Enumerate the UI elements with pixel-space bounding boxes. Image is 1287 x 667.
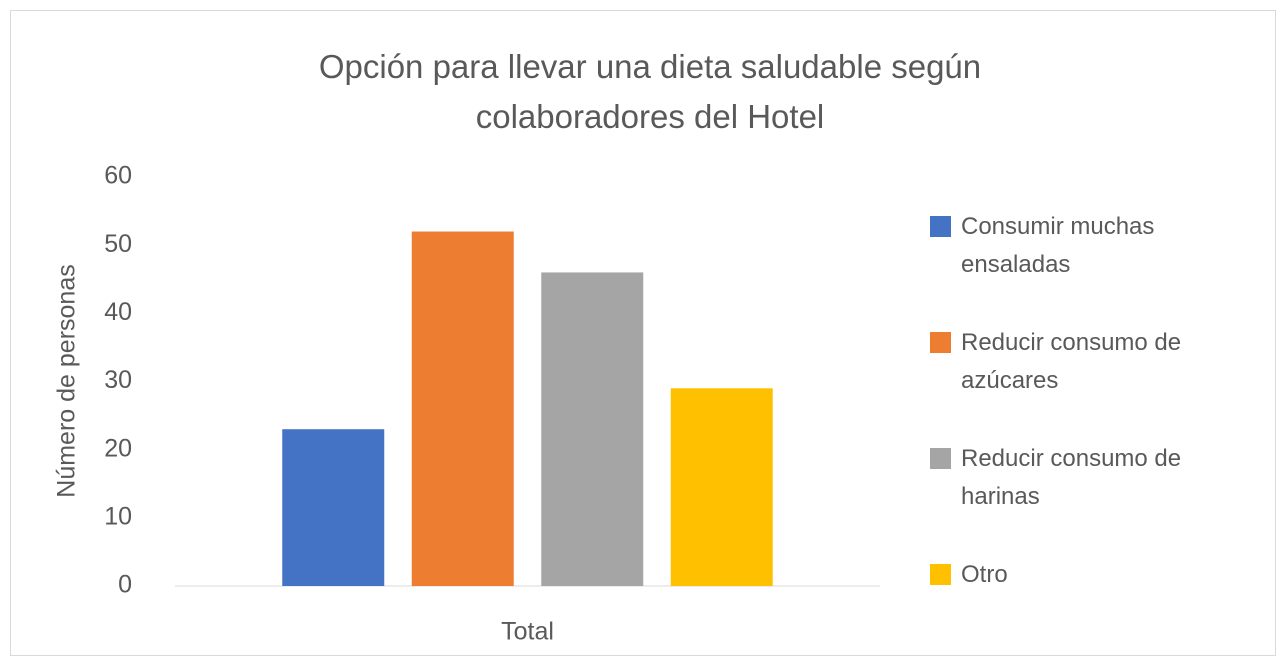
legend-item: Reducir consumo de harinas xyxy=(930,440,1230,516)
bar xyxy=(411,231,514,587)
legend-swatch xyxy=(930,216,951,237)
legend-item: Otro xyxy=(930,556,1230,594)
legend-item: Reducir consumo de azúcares xyxy=(930,324,1230,400)
bar xyxy=(282,429,385,586)
y-tick-label: 60 xyxy=(104,162,132,190)
legend-label: Consumir muchas ensaladas xyxy=(961,213,1155,278)
y-tick-label: 30 xyxy=(104,366,132,394)
legend-label: Reducir consumo de azúcares xyxy=(961,329,1182,394)
bar xyxy=(541,272,644,586)
chart-border xyxy=(10,10,1276,656)
legend-label: Reducir consumo de harinas xyxy=(961,445,1182,510)
legend-swatch xyxy=(930,332,951,353)
y-tick-label: 50 xyxy=(104,230,132,258)
y-tick-label: 20 xyxy=(104,434,132,462)
legend-swatch xyxy=(930,564,951,585)
legend-label: Otro xyxy=(961,561,1008,588)
y-tick-label: 40 xyxy=(104,298,132,326)
legend-swatch xyxy=(930,448,951,469)
bar xyxy=(670,388,773,586)
chart-title: Opción para llevar una dieta saludable s… xyxy=(318,48,982,135)
x-tick-label: Total xyxy=(501,618,554,646)
y-tick-label: 10 xyxy=(104,502,132,530)
legend: Consumir muchas ensaladas Reducir consumo… xyxy=(930,208,1230,594)
y-tick-label: 0 xyxy=(118,571,132,599)
y-axis-label: Número de personas xyxy=(53,264,81,497)
legend-item: Consumir muchas ensaladas xyxy=(930,208,1230,284)
